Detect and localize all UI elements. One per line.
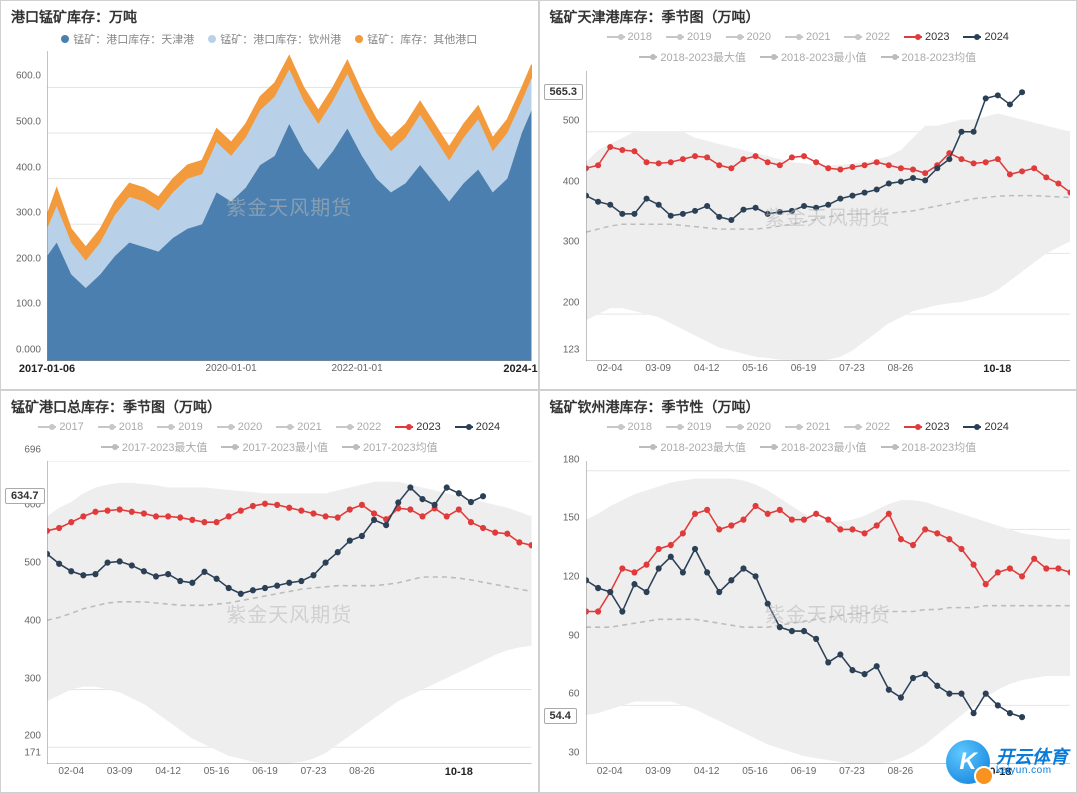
brand-logo: K 开云体育kaiyun.com bbox=[946, 740, 1068, 784]
legend-item: 2020 bbox=[726, 31, 771, 43]
chart-title: 港口锰矿库存：万吨 bbox=[1, 1, 538, 29]
legend-item: 2019 bbox=[666, 31, 711, 43]
legend-item: 2020 bbox=[217, 421, 262, 433]
legend-item: 2018 bbox=[607, 421, 652, 433]
legend-item: 2024 bbox=[963, 421, 1008, 433]
panel-port-inventory: 港口锰矿库存：万吨锰矿：港口库存：天津港 锰矿：港口库存：钦州港 锰矿：库存：其他港… bbox=[0, 0, 539, 390]
legend-extra: 2018-2023最大值 2018-2023最小值 2018-2023均值 bbox=[540, 437, 1077, 459]
x-axis-labels: 2017-01-062020-01-012022-01-012024-10-18 bbox=[47, 363, 532, 385]
logo-icon: K bbox=[946, 740, 990, 784]
legend-item: 2018 bbox=[98, 421, 143, 433]
legend-item: 2018-2023最大值 bbox=[639, 49, 746, 65]
legend-item: 2023 bbox=[395, 421, 440, 433]
legend-item: 2023 bbox=[904, 421, 949, 433]
legend-item: 2022 bbox=[336, 421, 381, 433]
legend-item: 2018-2023均值 bbox=[881, 49, 977, 65]
value-callout: 54.4 bbox=[544, 708, 577, 724]
chart-title: 锰矿天津港库存：季节图（万吨） bbox=[540, 1, 1077, 29]
chart-title: 锰矿港口总库存：季节图（万吨） bbox=[1, 391, 538, 419]
legend-item: 2023 bbox=[904, 31, 949, 43]
panel-total-seasonal: 锰矿港口总库存：季节图（万吨）2017201820192020202120222… bbox=[0, 390, 539, 793]
legend-label: 锰矿：港口库存：天津港 bbox=[73, 31, 194, 47]
legend-item: 2024 bbox=[963, 31, 1008, 43]
panel-qinzhou-seasonal: 锰矿钦州港库存：季节性（万吨）2018201920202021202220232… bbox=[539, 390, 1077, 793]
legend-item: 2018-2023最大值 bbox=[639, 439, 746, 455]
legend-item: 2019 bbox=[666, 421, 711, 433]
legend-item: 2021 bbox=[785, 31, 830, 43]
legend: 2017 2018 2019 2020 2021 2022 2023 2024 bbox=[1, 419, 538, 437]
legend-item: 2022 bbox=[844, 31, 889, 43]
plot-area: 紫金天风期货 bbox=[47, 461, 532, 764]
legend-item: 2021 bbox=[276, 421, 321, 433]
plot-area: 紫金天风期货 bbox=[586, 71, 1071, 361]
legend-item: 2019 bbox=[157, 421, 202, 433]
logo-text-en: kaiyun.com bbox=[996, 766, 1068, 776]
legend-item: 2018-2023最小值 bbox=[760, 439, 867, 455]
y-axis-labels: 123200300400500 bbox=[540, 71, 584, 361]
legend-extra: 2017-2023最大值 2017-2023最小值 2017-2023均值 bbox=[1, 437, 538, 459]
logo-text-cn: 开云体育 bbox=[996, 748, 1068, 766]
legend-item: 2022 bbox=[844, 421, 889, 433]
x-axis-labels: 02-0403-0904-1205-1606-1907-2308-2610-18 bbox=[586, 363, 1071, 385]
legend: 锰矿：港口库存：天津港 锰矿：港口库存：钦州港 锰矿：库存：其他港口 bbox=[1, 29, 538, 51]
legend-item: 2017-2023最大值 bbox=[101, 439, 208, 455]
legend-item: 2024 bbox=[455, 421, 500, 433]
legend-item: 锰矿：库存：其他港口 bbox=[355, 31, 477, 47]
legend-item: 锰矿：港口库存：天津港 bbox=[61, 31, 194, 47]
legend: 2018 2019 2020 2021 2022 2023 2024 bbox=[540, 419, 1077, 437]
value-callout: 565.3 bbox=[544, 84, 584, 100]
legend-item: 2018-2023均值 bbox=[881, 439, 977, 455]
legend-label: 锰矿：港口库存：钦州港 bbox=[220, 31, 341, 47]
legend-extra: 2018-2023最大值 2018-2023最小值 2018-2023均值 bbox=[540, 47, 1077, 69]
legend-item: 锰矿：港口库存：钦州港 bbox=[208, 31, 341, 47]
legend: 2018 2019 2020 2021 2022 2023 2024 bbox=[540, 29, 1077, 47]
legend-item: 2018 bbox=[607, 31, 652, 43]
legend-item: 2017-2023均值 bbox=[342, 439, 438, 455]
chart-title: 锰矿钦州港库存：季节性（万吨） bbox=[540, 391, 1077, 419]
x-axis-labels: 02-0403-0904-1205-1606-1907-2308-2610-18 bbox=[47, 766, 532, 788]
chart-grid: 港口锰矿库存：万吨锰矿：港口库存：天津港 锰矿：港口库存：钦州港 锰矿：库存：其他港… bbox=[0, 0, 1077, 793]
plot-area: 紫金天风期货 bbox=[586, 461, 1071, 764]
value-callout: 634.7 bbox=[5, 488, 45, 504]
panel-tianjin-seasonal: 锰矿天津港库存：季节图（万吨）2018201920202021202220232… bbox=[539, 0, 1077, 390]
y-axis-labels: 0.000100.0200.0300.0400.0500.0600.0 bbox=[1, 51, 45, 361]
legend-item: 2021 bbox=[785, 421, 830, 433]
y-axis-labels: 171200300400500600696 bbox=[1, 461, 45, 764]
legend-label: 锰矿：库存：其他港口 bbox=[367, 31, 477, 47]
legend-item: 2020 bbox=[726, 421, 771, 433]
plot-area: 紫金天风期货 bbox=[47, 51, 532, 361]
legend-item: 2017-2023最小值 bbox=[221, 439, 328, 455]
legend-item: 2017 bbox=[38, 421, 83, 433]
legend-item: 2018-2023最小值 bbox=[760, 49, 867, 65]
